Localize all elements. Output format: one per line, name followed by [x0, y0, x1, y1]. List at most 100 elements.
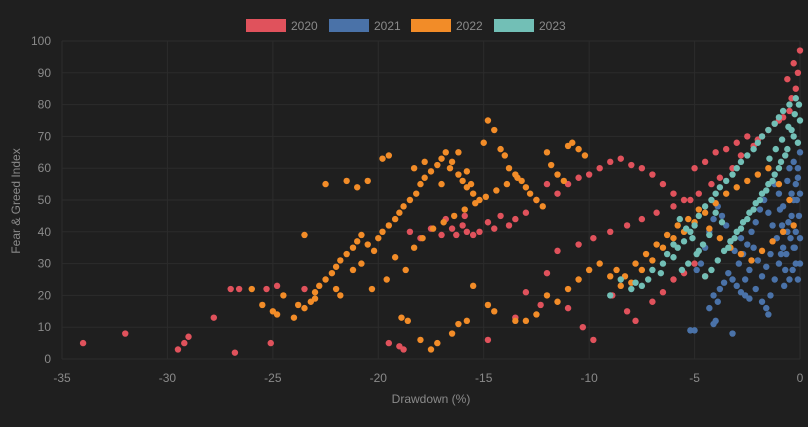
data-point	[316, 282, 323, 290]
data-point	[775, 190, 783, 197]
data-point	[708, 180, 715, 188]
data-point	[729, 171, 736, 178]
data-point	[379, 228, 386, 235]
data-point	[174, 346, 182, 353]
data-point	[695, 212, 702, 220]
data-point	[649, 298, 656, 305]
data-point	[522, 209, 530, 216]
data-point	[406, 228, 414, 235]
legend-item-2020[interactable]: 2020	[246, 19, 318, 33]
data-point	[682, 225, 690, 232]
data-point	[701, 273, 709, 280]
data-point	[385, 152, 393, 159]
data-point	[480, 139, 487, 146]
data-point	[750, 206, 757, 213]
data-point	[691, 222, 698, 229]
data-point	[779, 244, 787, 251]
data-point	[737, 250, 745, 258]
data-point	[311, 289, 319, 296]
data-point	[680, 238, 688, 245]
data-point	[678, 266, 686, 274]
data-point	[784, 177, 791, 185]
data-point	[789, 266, 796, 274]
data-point	[723, 177, 730, 185]
data-point	[455, 320, 462, 328]
data-point	[459, 177, 466, 185]
data-point	[448, 158, 456, 166]
data-point	[455, 171, 462, 178]
data-point	[772, 145, 779, 153]
data-point	[737, 225, 745, 232]
data-point	[522, 184, 530, 191]
data-point	[769, 238, 776, 245]
data-point	[794, 276, 802, 283]
data-point	[429, 225, 437, 232]
data-point	[785, 219, 792, 226]
data-point	[788, 212, 795, 220]
data-point	[729, 276, 736, 283]
data-point	[623, 222, 631, 229]
data-point	[649, 171, 656, 178]
data-point	[775, 114, 783, 121]
data-point	[783, 250, 790, 258]
data-point	[710, 215, 717, 223]
data-point	[790, 60, 797, 67]
data-point	[383, 276, 390, 283]
data-point	[714, 257, 721, 264]
data-point	[756, 206, 764, 213]
data-point	[455, 149, 462, 156]
data-point	[723, 145, 730, 153]
data-point	[718, 212, 726, 220]
data-point	[670, 241, 677, 248]
series-2023	[607, 95, 804, 299]
x-tick-label: -30	[159, 371, 177, 385]
data-point	[746, 295, 753, 302]
data-point	[794, 165, 802, 172]
data-point	[448, 225, 456, 232]
data-point	[501, 152, 508, 159]
legend-item-2023[interactable]: 2023	[494, 19, 566, 33]
data-point	[427, 346, 435, 353]
y-tick-label: 10	[38, 320, 52, 334]
data-point	[512, 317, 519, 325]
data-point	[467, 180, 475, 188]
data-point	[786, 276, 793, 283]
data-point	[560, 177, 568, 185]
data-point	[364, 241, 371, 248]
legend: 2020 2021 2022 2023	[246, 19, 566, 33]
y-tick-label: 60	[38, 161, 52, 175]
data-point	[659, 244, 667, 251]
x-tick-label: -25	[264, 371, 282, 385]
data-point	[607, 228, 614, 235]
data-point	[267, 339, 274, 347]
data-point	[579, 324, 587, 331]
legend-item-2021[interactable]: 2021	[329, 19, 401, 33]
data-point	[484, 301, 492, 309]
data-point	[685, 260, 692, 267]
data-point	[670, 203, 677, 210]
data-point	[638, 266, 646, 274]
data-point	[349, 266, 357, 274]
data-point	[463, 317, 471, 325]
data-point	[706, 231, 713, 239]
data-point	[712, 209, 719, 216]
data-point	[632, 317, 639, 325]
data-point	[448, 330, 456, 337]
data-point	[748, 228, 755, 235]
data-point	[697, 260, 705, 267]
data-point	[543, 180, 551, 188]
data-point	[343, 250, 350, 258]
data-point	[758, 133, 766, 140]
data-point	[364, 177, 371, 185]
data-point	[758, 247, 766, 255]
data-point	[733, 139, 740, 146]
data-point	[733, 165, 740, 172]
data-point	[585, 171, 593, 178]
data-point	[687, 196, 694, 204]
data-point	[491, 126, 498, 134]
data-point	[701, 203, 709, 210]
legend-item-2022[interactable]: 2022	[411, 19, 483, 33]
data-point	[737, 158, 745, 166]
data-point	[497, 145, 504, 153]
